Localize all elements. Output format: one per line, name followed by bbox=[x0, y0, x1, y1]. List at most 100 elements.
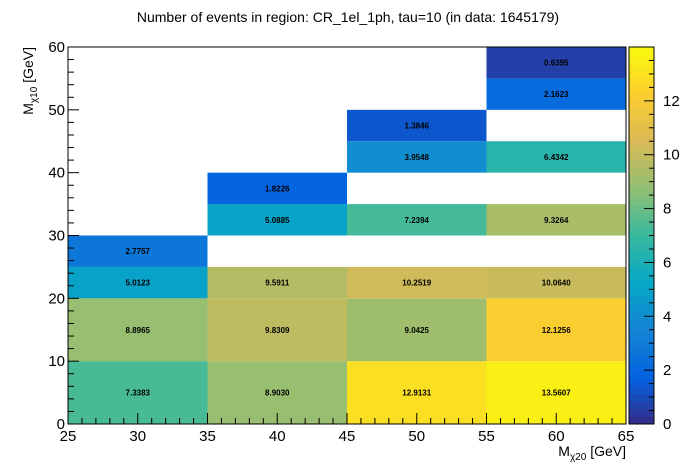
colorbar-segment bbox=[629, 303, 654, 312]
cell-value-label: 3.9548 bbox=[405, 153, 430, 162]
heatmap-cell bbox=[347, 141, 487, 173]
cell-value-label: 1.8226 bbox=[265, 184, 290, 193]
colorbar-segment bbox=[629, 340, 654, 349]
cell-value-label: 10.0640 bbox=[542, 279, 571, 288]
colorbar-segment bbox=[629, 212, 654, 221]
colorbar-segment bbox=[629, 122, 654, 131]
colorbar-segment bbox=[629, 408, 654, 417]
colorbar-segment bbox=[629, 54, 654, 63]
y-tick-label: 30 bbox=[48, 228, 65, 245]
cell-value-label: 2.1623 bbox=[544, 90, 569, 99]
colorbar-segment bbox=[629, 91, 654, 101]
y-axis: 0 10 20 30 40 50 60 bbox=[48, 39, 79, 433]
colorbar-segment bbox=[629, 250, 654, 259]
heatmap-cell bbox=[207, 204, 347, 236]
colorbar-segment bbox=[629, 107, 654, 116]
x-axis-title-unit: [GeV] bbox=[586, 443, 626, 459]
x-tick-label: 45 bbox=[339, 428, 356, 445]
heatmap-cell bbox=[486, 204, 626, 236]
colorbar-segment bbox=[629, 370, 654, 380]
colorbar-segment bbox=[629, 318, 654, 327]
colorbar-segment bbox=[629, 114, 654, 123]
y-tick-label: 60 bbox=[48, 39, 65, 56]
cell-value-label: 0.6395 bbox=[544, 59, 569, 68]
x-tick-label: 50 bbox=[408, 428, 425, 445]
cell-value-label: 9.0425 bbox=[405, 326, 430, 335]
colorbar-segment bbox=[629, 310, 654, 319]
y-tick-label: 20 bbox=[48, 290, 65, 307]
heatmap-cell bbox=[347, 298, 487, 362]
colorbar-segment bbox=[629, 333, 654, 342]
colorbar-segment bbox=[629, 348, 654, 357]
colorbar-segment bbox=[629, 76, 654, 85]
heatmap-cell bbox=[486, 47, 626, 79]
x-tick-label: 25 bbox=[60, 428, 77, 445]
colorbar-tick-label: 0 bbox=[663, 416, 671, 433]
y-axis-title: Mχ10 [GeV] bbox=[20, 47, 40, 115]
colorbar-segment bbox=[629, 295, 654, 304]
colorbar-segment bbox=[629, 189, 654, 199]
x-tick-label: 35 bbox=[199, 428, 216, 445]
colorbar-segment bbox=[629, 363, 654, 372]
colorbar-segment bbox=[629, 144, 654, 153]
colorbar-segment bbox=[629, 386, 654, 395]
colorbar-segment bbox=[629, 129, 654, 138]
x-tick-label: 55 bbox=[478, 428, 495, 445]
colorbar-tick-label: 12 bbox=[663, 93, 680, 110]
colorbar-segment bbox=[629, 159, 654, 168]
cell-value-label: 1.3846 bbox=[405, 122, 430, 131]
colorbar-segment bbox=[629, 287, 654, 297]
colorbar-segment bbox=[629, 393, 654, 402]
cell-value-label: 9.8309 bbox=[265, 326, 290, 335]
heatmap-cell bbox=[68, 235, 208, 267]
colorbar-tick-label: 2 bbox=[663, 362, 671, 379]
cell-value-label: 6.4342 bbox=[544, 153, 569, 162]
heatmap-cell bbox=[486, 78, 626, 110]
heatmap-cell bbox=[347, 109, 487, 142]
colorbar-segment bbox=[629, 227, 654, 236]
cell-value-label: 9.3264 bbox=[544, 216, 569, 225]
heatmap-cell bbox=[207, 298, 347, 362]
heatmap-cell bbox=[68, 266, 208, 299]
x-axis-title: Mχ20 [GeV] bbox=[558, 443, 626, 463]
colorbar-segment bbox=[629, 325, 654, 334]
heatmap-cells: 7.3383 8.9030 12.9131 13.5607 8.8965 9.8309 9.… bbox=[68, 47, 626, 424]
cell-value-label: 12.9131 bbox=[402, 389, 431, 398]
cell-value-label: 9.5911 bbox=[265, 279, 290, 288]
colorbar-segment bbox=[629, 69, 654, 78]
colorbar-tick-label: 8 bbox=[663, 201, 671, 218]
y-tick-label: 40 bbox=[48, 165, 65, 182]
colorbar-segment bbox=[629, 272, 654, 282]
colorbar-segment bbox=[629, 137, 654, 146]
heatmap-cell bbox=[207, 172, 347, 205]
colorbar-segment bbox=[629, 99, 654, 108]
colorbar-tick-label: 10 bbox=[663, 147, 680, 164]
cell-value-label: 8.9030 bbox=[265, 389, 290, 398]
y-tick-label: 10 bbox=[48, 353, 65, 370]
colorbar-segment bbox=[629, 235, 654, 244]
x-axis-title-sub: χ20 bbox=[570, 452, 587, 463]
x-tick-label: 65 bbox=[618, 428, 635, 445]
colorbar-segment bbox=[629, 46, 654, 55]
color-scale-bar: 0 2 4 6 8 10 12 bbox=[628, 46, 680, 433]
colorbar-segment bbox=[629, 220, 654, 229]
colorbar-segment bbox=[629, 174, 654, 184]
x-axis: 25 30 35 40 45 50 55 60 65 bbox=[60, 413, 635, 445]
heatmap-cell bbox=[486, 298, 626, 362]
heatmap-cell bbox=[486, 141, 626, 173]
colorbar-segment bbox=[629, 265, 654, 274]
colorbar-segment bbox=[629, 416, 654, 425]
y-tick-label: 0 bbox=[57, 416, 65, 433]
colorbar-segment bbox=[629, 257, 654, 266]
colorbar-segment bbox=[629, 182, 654, 191]
heatmap-cell bbox=[486, 266, 626, 299]
colorbar-segment bbox=[629, 167, 654, 176]
cell-value-label: 10.2519 bbox=[402, 279, 431, 288]
cell-value-label: 8.8965 bbox=[126, 326, 151, 335]
x-tick-label: 40 bbox=[269, 428, 286, 445]
colorbar-segment bbox=[629, 280, 654, 289]
colorbar-tick-label: 4 bbox=[663, 308, 671, 325]
chart-title: Number of events in region: CR_1el_1ph, … bbox=[137, 9, 559, 25]
colorbar-segment bbox=[629, 205, 654, 214]
cell-value-label: 5.0123 bbox=[126, 279, 151, 288]
